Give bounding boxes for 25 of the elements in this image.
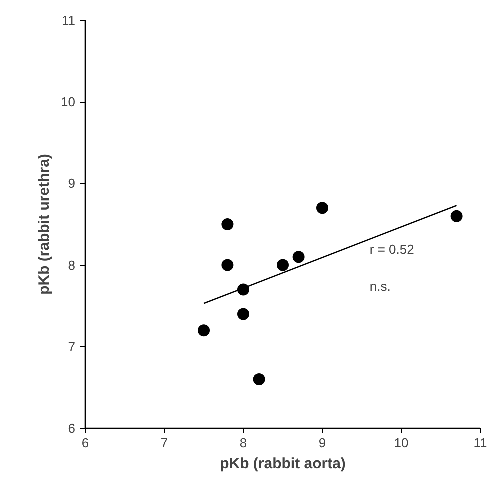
point: [222, 259, 234, 272]
point: [292, 251, 305, 264]
y-tick-label: 9: [68, 176, 76, 192]
x-tick-label: 7: [160, 436, 168, 450]
x-tick-label: 9: [318, 436, 326, 450]
y-tick-label: 11: [62, 13, 76, 28]
y-tick-label: 7: [68, 339, 76, 354]
annotation: n.s.: [370, 278, 391, 294]
point: [238, 308, 250, 320]
annotation: r = 0.52: [370, 242, 414, 258]
point: [316, 202, 328, 214]
point: [253, 374, 266, 386]
x-tick-label: 10: [394, 436, 409, 450]
y-tick-label: 6: [68, 421, 76, 436]
x-tick-label: 11: [474, 436, 488, 450]
point: [198, 324, 210, 337]
x-tick-label: 8: [240, 436, 248, 450]
point: [222, 218, 234, 230]
point: [450, 210, 463, 222]
y-tick-label: 8: [68, 258, 76, 273]
point: [277, 259, 289, 272]
y-tick-label: 10: [61, 94, 76, 110]
x-axis-title: pKb (rabbit aorta): [220, 456, 346, 472]
x-tick-label: 6: [82, 436, 90, 450]
y-axis-title: pKb (rabbit urethra): [36, 154, 54, 295]
